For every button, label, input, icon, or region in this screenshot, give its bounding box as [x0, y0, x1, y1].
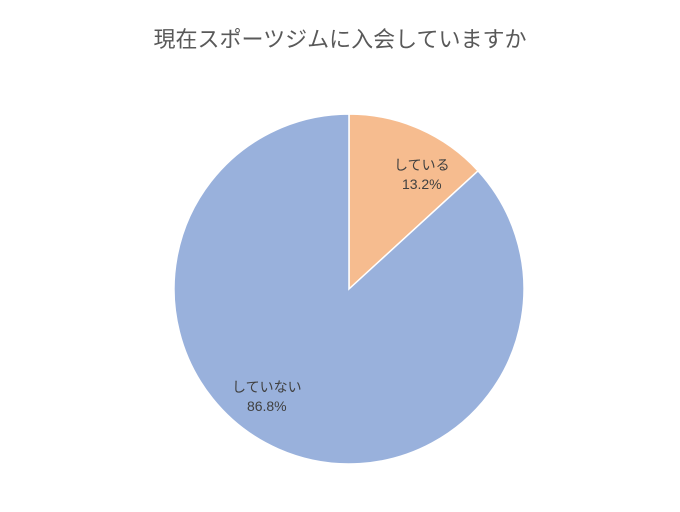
pie-chart	[174, 114, 524, 464]
slice-label-text: している	[394, 156, 450, 175]
slice-label-1: していない86.8%	[232, 378, 302, 416]
slice-label-0: している13.2%	[394, 156, 450, 194]
chart-container: 現在スポーツジムに入会していますか している13.2% していない86.8%	[0, 0, 680, 512]
slice-label-percent: 13.2%	[394, 175, 450, 194]
slice-label-percent: 86.8%	[232, 397, 302, 416]
chart-title: 現在スポーツジムに入会していますか	[0, 22, 680, 54]
slice-label-text: していない	[232, 378, 302, 397]
